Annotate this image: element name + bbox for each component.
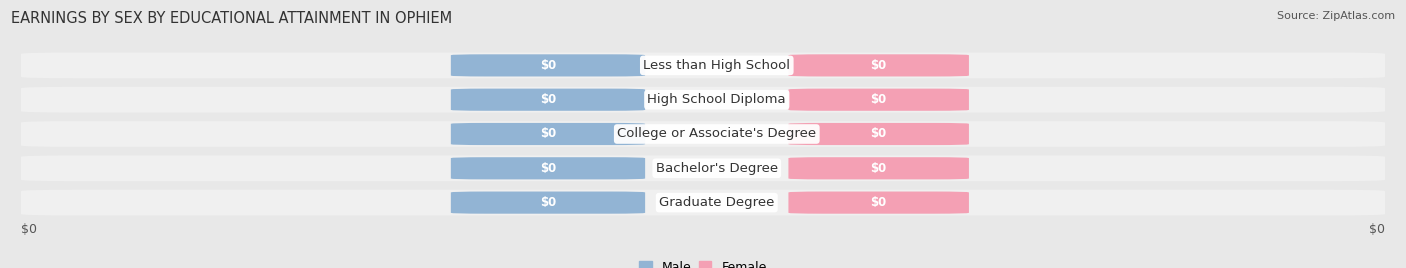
Text: $0: $0 (21, 222, 37, 236)
FancyBboxPatch shape (789, 54, 969, 76)
FancyBboxPatch shape (451, 54, 645, 76)
FancyBboxPatch shape (789, 157, 969, 179)
Text: College or Associate's Degree: College or Associate's Degree (617, 128, 817, 140)
Text: $0: $0 (540, 93, 557, 106)
FancyBboxPatch shape (451, 89, 645, 111)
Text: Graduate Degree: Graduate Degree (659, 196, 775, 209)
FancyBboxPatch shape (789, 192, 969, 214)
FancyBboxPatch shape (21, 190, 1385, 215)
Text: Source: ZipAtlas.com: Source: ZipAtlas.com (1277, 11, 1395, 21)
Text: $0: $0 (540, 128, 557, 140)
Text: $0: $0 (870, 162, 887, 175)
Text: $0: $0 (870, 93, 887, 106)
FancyBboxPatch shape (451, 157, 645, 179)
FancyBboxPatch shape (21, 53, 1385, 78)
Text: $0: $0 (1369, 222, 1385, 236)
Text: Bachelor's Degree: Bachelor's Degree (655, 162, 778, 175)
Text: $0: $0 (870, 196, 887, 209)
FancyBboxPatch shape (451, 192, 645, 214)
Text: $0: $0 (870, 59, 887, 72)
Text: Less than High School: Less than High School (644, 59, 790, 72)
Text: $0: $0 (540, 162, 557, 175)
FancyBboxPatch shape (789, 123, 969, 145)
FancyBboxPatch shape (451, 123, 645, 145)
FancyBboxPatch shape (789, 89, 969, 111)
Text: $0: $0 (870, 128, 887, 140)
FancyBboxPatch shape (21, 121, 1385, 147)
Text: $0: $0 (540, 196, 557, 209)
Legend: Male, Female: Male, Female (634, 256, 772, 268)
FancyBboxPatch shape (21, 155, 1385, 181)
Text: EARNINGS BY SEX BY EDUCATIONAL ATTAINMENT IN OPHIEM: EARNINGS BY SEX BY EDUCATIONAL ATTAINMEN… (11, 11, 453, 26)
Text: High School Diploma: High School Diploma (648, 93, 786, 106)
Text: $0: $0 (540, 59, 557, 72)
FancyBboxPatch shape (21, 87, 1385, 113)
